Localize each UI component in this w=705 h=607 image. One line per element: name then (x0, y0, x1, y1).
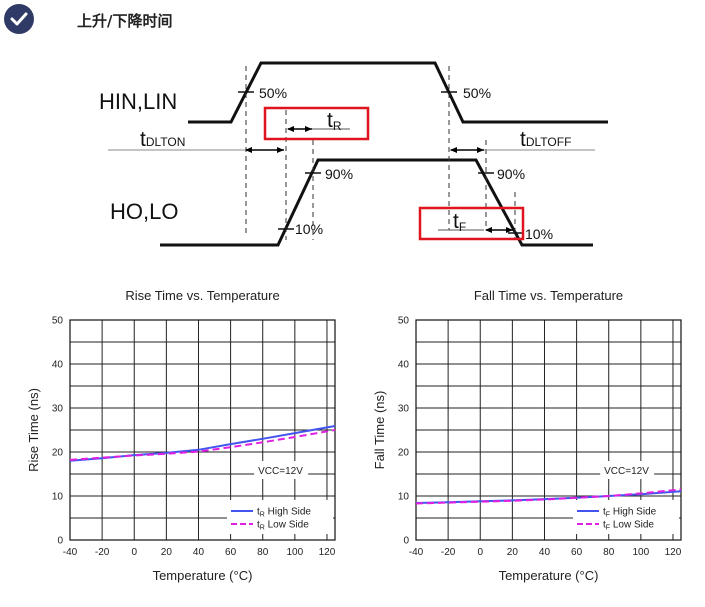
output-waveform (160, 158, 593, 247)
rise-x-axis-label: Temperature (°C) (153, 568, 253, 583)
rise-y-tick-label: 10 (52, 492, 64, 503)
fall-x-tick-label: 100 (633, 547, 650, 558)
pct-10-rise-label: 10% (295, 221, 323, 237)
tr-highlight-box (263, 106, 370, 141)
rise-annotation: VCC=12V (258, 466, 303, 477)
pct-90-rise-label: 90% (325, 166, 353, 182)
input-waveform (188, 61, 608, 124)
fall-time-chart: Fall Time vs. Temperature -40 -20 0 20 40 60 80… (372, 288, 682, 583)
rise-x-tick-label: 20 (161, 547, 173, 558)
rise-x-tick-label: 120 (319, 547, 336, 558)
fall-legend-entry: tF High Side (603, 507, 657, 519)
rise-chart-title: Rise Time vs. Temperature (125, 288, 279, 303)
fall-plot-frame (415, 319, 682, 541)
rise-y-tick-label: 0 (57, 536, 63, 547)
fall-legend-entry: tF Low Side (603, 520, 654, 532)
fall-series-low-side-line (415, 488, 682, 505)
fall-y-tick-label: 50 (398, 316, 410, 327)
fall-annotation: VCC=12V (604, 466, 649, 477)
fall-x-tick-label: 0 (477, 547, 483, 558)
rise-time-chart: Rise Time vs. Temperature -40 -20 0 20 40 60 80… (26, 288, 336, 583)
rise-y-tick-label: 40 (52, 360, 64, 371)
fall-x-tick-label: -20 (441, 547, 456, 558)
rise-x-tick-label: -40 (63, 547, 78, 558)
tdltoff-label: tDLTOFF (520, 128, 571, 151)
fall-annotation-bg (600, 461, 655, 479)
fall-y-tick-label: 40 (398, 360, 410, 371)
tf-label: tF (453, 210, 466, 234)
rise-y-tick-label: 50 (52, 316, 64, 327)
tr-label: tR (327, 109, 342, 133)
rise-legend-entry: tR Low Side (257, 520, 309, 532)
rise-series-high-side-line (69, 425, 336, 462)
rise-x-tick-label: -20 (95, 547, 110, 558)
fall-x-tick-label: -40 (409, 547, 424, 558)
tf-highlight-box (418, 206, 525, 241)
crossing-ticks (238, 91, 524, 234)
rise-y-tick-label: 20 (52, 448, 64, 459)
rise-annotation-bg (254, 461, 309, 479)
pct-90-fall-label: 90% (497, 166, 525, 182)
rise-x-tick-label: 80 (257, 547, 269, 558)
rise-x-tick-label: 40 (193, 547, 205, 558)
fall-x-tick-label: 20 (507, 547, 519, 558)
rise-y-axis-label: Rise Time (ns) (26, 388, 41, 472)
rise-y-tick-label: 30 (52, 404, 64, 415)
fall-y-tick-label: 10 (398, 492, 410, 503)
rise-x-tick-label: 0 (131, 547, 137, 558)
check-circle-icon (4, 4, 34, 34)
fall-y-tick-label: 0 (403, 536, 409, 547)
fall-x-tick-label: 40 (539, 547, 551, 558)
fall-x-tick-label: 120 (665, 547, 682, 558)
fall-y-axis-label: Fall Time (ns) (372, 391, 387, 470)
fall-legend-bg (573, 500, 679, 534)
rise-x-tick-label: 60 (225, 547, 237, 558)
fall-x-tick-label: 60 (571, 547, 583, 558)
pct-50-rise-label: 50% (259, 85, 287, 101)
rise-legend-entry: tR High Side (257, 507, 311, 519)
pct-50-fall-label: 50% (463, 85, 491, 101)
fall-x-tick-label: 80 (603, 547, 615, 558)
pct-10-fall-label: 10% (525, 226, 553, 242)
output-signal-label: HO,LO (110, 199, 178, 224)
tdlton-label: tDLTON (140, 128, 185, 151)
timing-diagram: HIN,LIN HO,LO 50% 50% 90% 10% 90% 10% tD… (99, 61, 608, 247)
rise-x-tick-label: 100 (287, 547, 304, 558)
fall-y-tick-label: 20 (398, 448, 410, 459)
rise-legend-bg (227, 500, 333, 534)
fall-chart-title: Fall Time vs. Temperature (474, 288, 623, 303)
fall-y-tick-label: 30 (398, 404, 410, 415)
rise-series-low-side-line (69, 429, 336, 461)
page-title: 上升/下降时间 (77, 12, 173, 30)
input-signal-label: HIN,LIN (99, 89, 177, 114)
fall-x-axis-label: Temperature (°C) (499, 568, 599, 583)
